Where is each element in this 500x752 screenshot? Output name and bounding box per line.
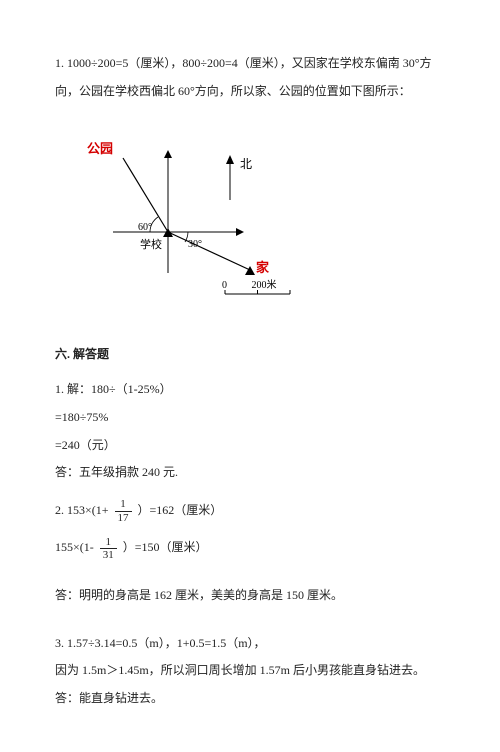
spacer bbox=[55, 610, 445, 630]
spacer bbox=[55, 562, 445, 582]
svg-text:学校: 学校 bbox=[140, 237, 162, 251]
page-content: 1. 1000÷200=5（厘米），800÷200=4（厘米），又因家在学校东偏… bbox=[0, 0, 500, 752]
svg-text:60°: 60° bbox=[138, 222, 152, 233]
svg-text:0: 0 bbox=[222, 280, 227, 291]
q3-line2: 因为 1.5m＞1.45m，所以洞口周长增加 1.57m 后小男孩能直身钻进去。 bbox=[55, 657, 445, 685]
q2-answer: 答：明明的身高是 162 厘米，美美的身高是 150 厘米。 bbox=[55, 582, 445, 610]
frac-num: 1 bbox=[115, 498, 132, 511]
q2-prefix1: 2. 153×(1+ bbox=[55, 503, 109, 517]
section-6-title: 六. 解答题 bbox=[55, 341, 445, 369]
problem1-line2: 向，公园在学校西偏北 60°方向，所以家、公园的位置如下图所示： bbox=[55, 78, 445, 106]
q2-suffix2: ）=150（厘米） bbox=[123, 540, 208, 554]
fraction-1-31: 1 31 bbox=[100, 536, 117, 561]
spacer bbox=[55, 524, 445, 534]
q1-line1: 1. 解：180÷（1-25%） bbox=[55, 376, 445, 404]
diagram-container: 北 60° 30° 公园学校家 0 200米 bbox=[80, 120, 445, 321]
problem1-line1: 1. 1000÷200=5（厘米），800÷200=4（厘米），又因家在学校东偏… bbox=[55, 50, 445, 78]
q2-prefix2: 155×(1- bbox=[55, 540, 94, 554]
q3-line1: 3. 1.57÷3.14=0.5（m），1+0.5=1.5（m）， bbox=[55, 630, 445, 658]
svg-text:北: 北 bbox=[240, 157, 252, 171]
frac-den: 17 bbox=[115, 512, 132, 524]
frac-den: 31 bbox=[100, 549, 117, 561]
q1-line3: =240（元） bbox=[55, 432, 445, 460]
q1-line2: =180÷75% bbox=[55, 404, 445, 432]
q3-answer: 答：能直身钻进去。 bbox=[55, 685, 445, 713]
q2-suffix1: ）=162（厘米） bbox=[138, 503, 223, 517]
direction-diagram: 北 60° 30° 公园学校家 0 200米 bbox=[80, 120, 300, 310]
fraction-1-17: 1 17 bbox=[115, 498, 132, 523]
svg-text:200米: 200米 bbox=[252, 278, 277, 291]
frac-num: 1 bbox=[100, 536, 117, 549]
svg-text:30°: 30° bbox=[188, 239, 202, 250]
q1-answer: 答：五年级捐款 240 元. bbox=[55, 459, 445, 487]
svg-text:公园: 公园 bbox=[87, 141, 113, 156]
spacer bbox=[55, 487, 445, 497]
q2-expr1: 2. 153×(1+ 1 17 ）=162（厘米） bbox=[55, 497, 445, 525]
svg-text:家: 家 bbox=[256, 260, 270, 275]
q2-expr2: 155×(1- 1 31 ）=150（厘米） bbox=[55, 534, 445, 562]
